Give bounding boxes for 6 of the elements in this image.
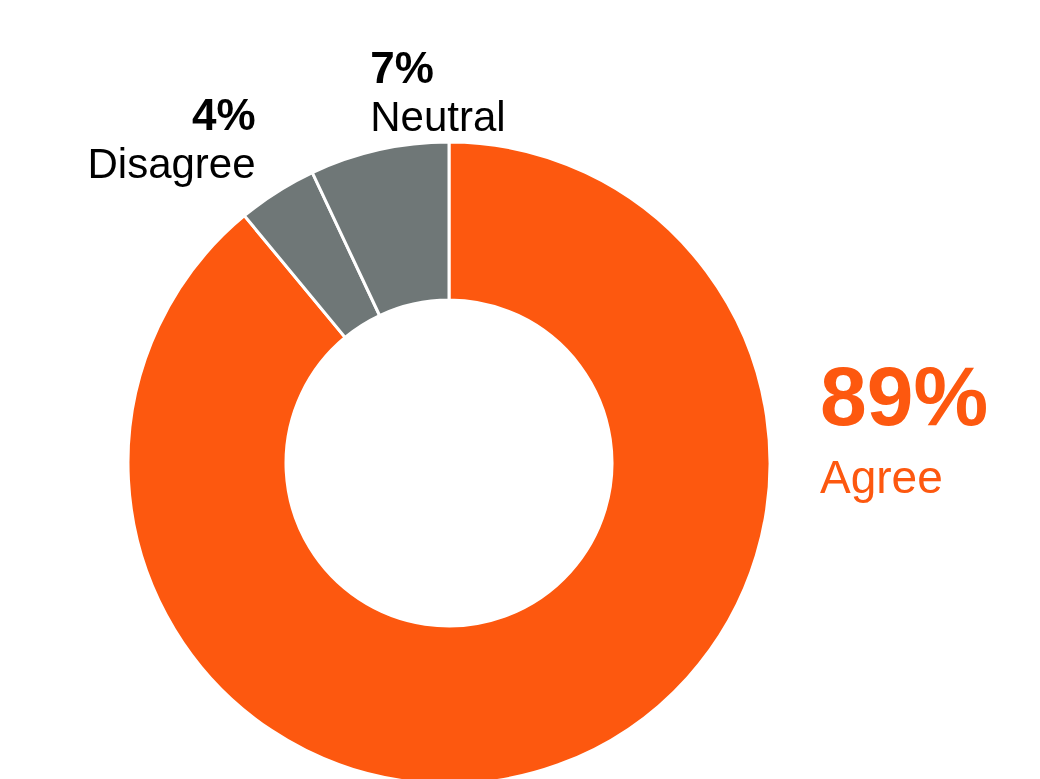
data-label: 89% (820, 349, 989, 443)
slice-label: Neutral (370, 92, 506, 140)
data-label: 7% (370, 42, 434, 92)
data-label: 4% (191, 90, 256, 140)
slice-label: Disagree (87, 140, 256, 188)
slice-label: Agree (820, 451, 943, 503)
